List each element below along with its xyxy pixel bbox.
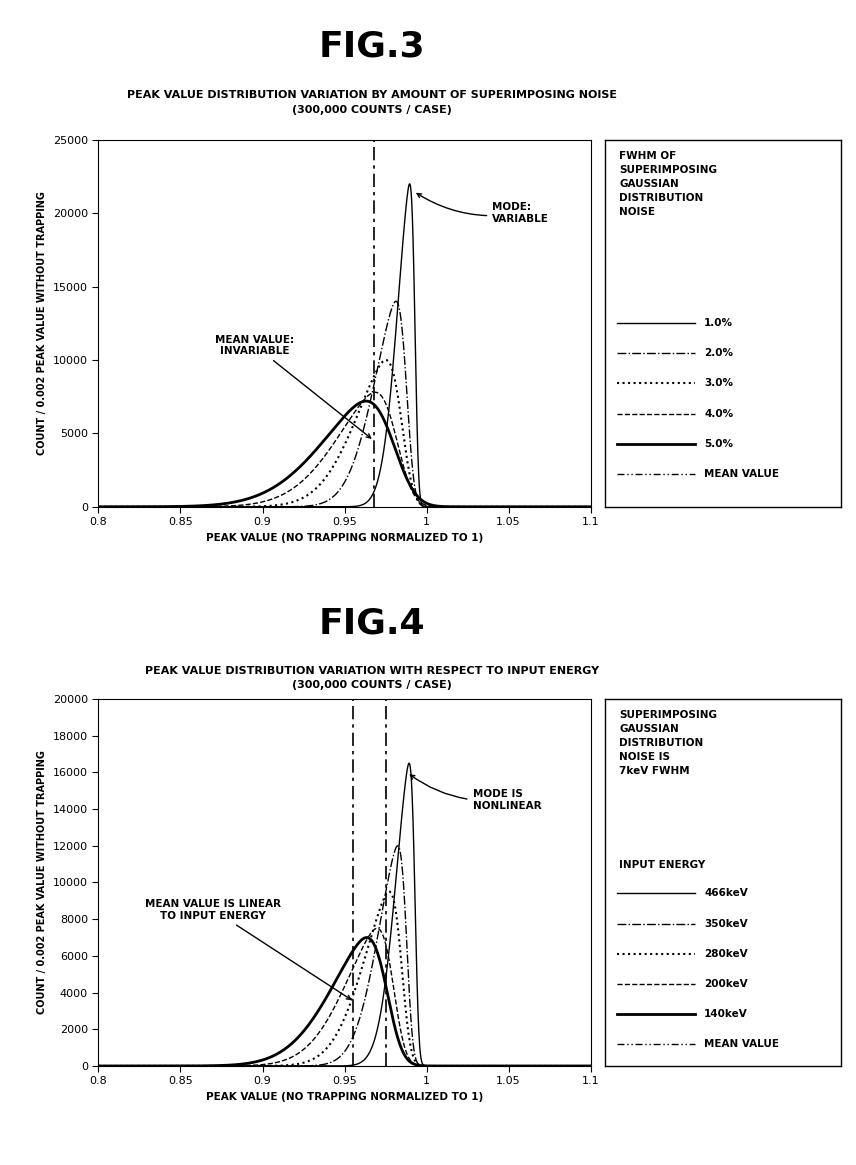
Text: 5.0%: 5.0% xyxy=(704,439,733,449)
Text: PEAK VALUE DISTRIBUTION VARIATION BY AMOUNT OF SUPERIMPOSING NOISE
(300,000 COUN: PEAK VALUE DISTRIBUTION VARIATION BY AMO… xyxy=(128,90,617,115)
Text: MODE:
VARIABLE: MODE: VARIABLE xyxy=(417,193,549,224)
Text: FIG.3: FIG.3 xyxy=(319,29,425,64)
Text: 200keV: 200keV xyxy=(704,979,747,989)
Text: INPUT ENERGY: INPUT ENERGY xyxy=(620,861,705,870)
Y-axis label: COUNT / 0.002 PEAK VALUE WITHOUT TRAPPING: COUNT / 0.002 PEAK VALUE WITHOUT TRAPPIN… xyxy=(38,750,47,1015)
Text: 4.0%: 4.0% xyxy=(704,409,734,418)
Text: 3.0%: 3.0% xyxy=(704,379,733,388)
X-axis label: PEAK VALUE (NO TRAPPING NORMALIZED TO 1): PEAK VALUE (NO TRAPPING NORMALIZED TO 1) xyxy=(206,532,483,543)
Text: 280keV: 280keV xyxy=(704,948,747,959)
Text: 2.0%: 2.0% xyxy=(704,348,733,359)
Text: PEAK VALUE DISTRIBUTION VARIATION WITH RESPECT TO INPUT ENERGY
(300,000 COUNTS /: PEAK VALUE DISTRIBUTION VARIATION WITH R… xyxy=(146,665,599,691)
Y-axis label: COUNT / 0.002 PEAK VALUE WITHOUT TRAPPING: COUNT / 0.002 PEAK VALUE WITHOUT TRAPPIN… xyxy=(38,191,47,456)
Text: 350keV: 350keV xyxy=(704,918,747,929)
Text: SUPERIMPOSING
GAUSSIAN
DISTRIBUTION
NOISE IS
7keV FWHM: SUPERIMPOSING GAUSSIAN DISTRIBUTION NOIS… xyxy=(620,709,717,776)
Text: 140keV: 140keV xyxy=(704,1009,748,1019)
Text: MEAN VALUE IS LINEAR
TO INPUT ENERGY: MEAN VALUE IS LINEAR TO INPUT ENERGY xyxy=(146,899,351,1000)
Text: MEAN VALUE: MEAN VALUE xyxy=(704,1039,779,1048)
Text: MEAN VALUE: MEAN VALUE xyxy=(704,468,779,479)
Text: MEAN VALUE:
INVARIABLE: MEAN VALUE: INVARIABLE xyxy=(215,334,371,438)
Text: FWHM OF
SUPERIMPOSING
GAUSSIAN
DISTRIBUTION
NOISE: FWHM OF SUPERIMPOSING GAUSSIAN DISTRIBUT… xyxy=(620,150,717,217)
Text: MODE IS
NONLINEAR: MODE IS NONLINEAR xyxy=(410,775,541,811)
X-axis label: PEAK VALUE (NO TRAPPING NORMALIZED TO 1): PEAK VALUE (NO TRAPPING NORMALIZED TO 1) xyxy=(206,1092,483,1102)
Text: 466keV: 466keV xyxy=(704,889,748,898)
Text: FIG.4: FIG.4 xyxy=(319,606,425,641)
Text: 1.0%: 1.0% xyxy=(704,318,733,329)
